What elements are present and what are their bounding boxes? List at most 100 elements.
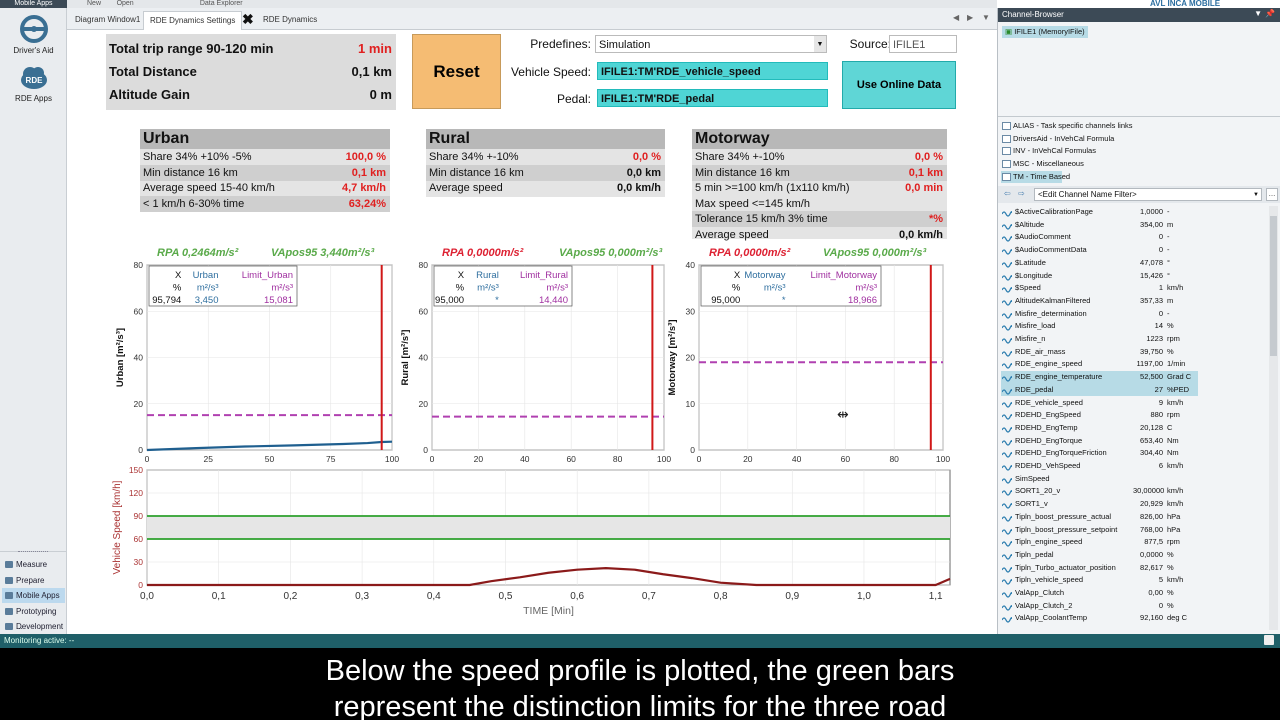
channel-item[interactable]: $Latitude 47,078 °	[1001, 257, 1198, 270]
motorway-stat-label: Max speed <=145 km/h	[695, 197, 810, 210]
forward-arrow-icon[interactable]: ⇨	[1018, 189, 1025, 198]
channel-item[interactable]: Tipln_pedal 0,0000%	[1001, 549, 1198, 562]
predefines-label: Predefines:	[530, 37, 591, 51]
channel-name: Tipln_engine_speed	[1015, 537, 1083, 547]
tab-list-icon[interactable]: ▼	[982, 13, 990, 22]
urban-stat-row: Min distance 16 km 0,1 km	[140, 164, 390, 181]
chevron-down-icon[interactable]: ▼	[814, 36, 826, 52]
channel-item[interactable]: $ActiveCalibrationPage 1,0000-	[1001, 206, 1198, 219]
channel-item[interactable]: RDEHD_EngSpeed 880 rpm	[1001, 409, 1198, 422]
urban-stat-label: Average speed 15-40 km/h	[143, 182, 275, 194]
channel-item[interactable]: ValApp_Clutch_2 0%	[1001, 600, 1198, 613]
channel-item[interactable]: ValApp_Clutch 0,00%	[1001, 587, 1198, 600]
group-folder-icon	[1002, 122, 1011, 130]
channel-item[interactable]: ValApp_CoolantTemp 92,160 deg C	[1001, 612, 1198, 625]
motorway-stat-row: Max speed <=145 km/h	[692, 196, 947, 212]
motorway-stat-label: 5 min >=100 km/h (1x110 km/h)	[695, 182, 850, 194]
use-online-data-button[interactable]: Use Online Data	[842, 61, 956, 109]
channel-item[interactable]: $Altitude 354,00 m	[1001, 219, 1198, 232]
tab-prev-icon[interactable]: ◀	[953, 13, 960, 22]
drivers-aid-app[interactable]: Driver's Aid	[0, 14, 67, 55]
channel-filter-input[interactable]: <Edit Channel Name Filter> ▼	[1034, 188, 1262, 201]
motorway-title: Motorway	[692, 129, 947, 149]
tab-rde-dynamics[interactable]: RDE Dynamics	[263, 15, 318, 24]
channel-item[interactable]: $Speed 1 km/h	[1001, 282, 1198, 295]
channel-group-item[interactable]: INV - InVehCal Formulas	[1001, 145, 1096, 158]
urban-stat-label: Min distance 16 km	[143, 166, 238, 179]
channel-item[interactable]: Tipln_engine_speed 877,5 rpm	[1001, 536, 1198, 549]
channel-scrollbar[interactable]	[1269, 206, 1278, 630]
predefines-dropdown[interactable]: Simulation ▼	[595, 35, 827, 53]
toolbar-open[interactable]: Open	[116, 0, 134, 7]
signal-wave-icon	[1001, 260, 1013, 268]
channel-item[interactable]: AltitudeKalmanFiltered 357,33 m	[1001, 295, 1198, 308]
toolbar-data-explorer[interactable]: Data Explorer	[199, 0, 243, 7]
pedal-channel-field[interactable]: IFILE1:TM'RDE_pedal	[597, 89, 828, 107]
back-arrow-icon[interactable]: ⇦	[1004, 189, 1011, 198]
signal-wave-icon	[1001, 336, 1013, 344]
tab-close-icon[interactable]: ✖	[242, 11, 254, 27]
tab-next-icon[interactable]: ▶	[967, 13, 974, 22]
panel-dropdown-icon[interactable]: ▼	[1254, 9, 1262, 18]
rural-legend: X%95,000Ruralm²/s³*Limit_Ruralm²/s³14,44…	[433, 265, 573, 307]
tab-diagram-window1[interactable]: Diagram Window1	[75, 15, 141, 24]
channel-item[interactable]: RDE_air_mass 39,750%	[1001, 346, 1198, 359]
channel-item[interactable]: Tipln_vehicle_speed 5 km/h	[1001, 574, 1198, 587]
channel-group-item[interactable]: ALIAS - Task specific channels links	[1001, 120, 1133, 133]
signal-wave-icon	[1001, 412, 1013, 420]
motorway-stat-value: 0,0 min	[905, 182, 943, 194]
channel-item[interactable]: SORT1_20_v 30,00000 km/h	[1001, 485, 1198, 498]
channel-item[interactable]: RDEHD_EngTorqueFriction 304,40 Nm	[1001, 447, 1198, 460]
channel-item[interactable]: $AudioCommentData 0-	[1001, 244, 1198, 257]
channel-item[interactable]: SORT1_v 20,929 km/h	[1001, 498, 1198, 511]
status-indicator-icon[interactable]	[1264, 635, 1274, 645]
channel-name: Misfire_n	[1015, 334, 1046, 343]
channel-group-item[interactable]: MSC - Miscellaneous	[1001, 158, 1084, 171]
channel-item[interactable]: Tipln_Turbo_actuator_position 82,617%	[1001, 562, 1198, 575]
signal-wave-icon	[1001, 438, 1013, 446]
toolbar-new[interactable]: New	[87, 0, 102, 7]
source-field[interactable]: IFILE1	[889, 35, 957, 53]
file-icon: ▣	[1005, 27, 1013, 36]
channel-item[interactable]: $Longitude 15,426 °	[1001, 270, 1198, 283]
file-node[interactable]: ▣ IFILE1 (MemoryIFile)	[1002, 26, 1088, 38]
nav-item[interactable]: Mobile Apps	[2, 588, 65, 603]
channel-group-label: ALIAS - Task specific channels links	[1013, 121, 1133, 130]
channel-item[interactable]: Tipln_boost_pressure_setpoint 768,00 hPa	[1001, 524, 1198, 537]
nav-item[interactable]: Development	[2, 619, 65, 634]
channel-item[interactable]: Tipln_boost_pressure_actual 826,00 hPa	[1001, 511, 1198, 524]
legend-cell: Motorway	[744, 270, 785, 281]
channel-item[interactable]: RDEHD_EngTemp 20,128 C	[1001, 422, 1198, 435]
nav-item[interactable]: Prototyping ...	[2, 604, 65, 631]
channel-item[interactable]: RDE_engine_temperature 52,500 Grad C	[1001, 371, 1198, 384]
panel-pin-icon[interactable]: 📌	[1265, 9, 1275, 18]
channel-unit: km/h	[1167, 461, 1184, 470]
channel-item[interactable]: RDE_vehicle_speed 9 km/h	[1001, 397, 1198, 410]
channel-item[interactable]: Misfire_n 1223 rpm	[1001, 333, 1198, 346]
channel-group-item[interactable]: TM - Time Based	[1001, 170, 1070, 184]
scrollbar-thumb[interactable]	[1270, 216, 1277, 356]
filter-chevron-icon[interactable]: ▼	[1253, 192, 1259, 198]
summary-value: 0 m	[369, 87, 392, 102]
panel-grip[interactable]	[18, 551, 48, 554]
steering-wheel-icon	[19, 15, 48, 43]
channel-item[interactable]: SimSpeed	[1001, 473, 1198, 486]
filter-options-button[interactable]: …	[1266, 188, 1278, 201]
y-tick-label: 150	[129, 465, 143, 475]
channel-item[interactable]: $AudioComment 0-	[1001, 231, 1198, 244]
channel-group-item[interactable]: DriversAid - InVehCal Formula	[1001, 133, 1114, 146]
channel-item[interactable]: RDEHD_EngTorque 653,40 Nm	[1001, 435, 1198, 448]
channel-item[interactable]: Misfire_load 14%	[1001, 320, 1198, 333]
channel-item[interactable]: RDE_pedal 27 %PED	[1001, 383, 1198, 397]
vehicle-speed-channel-field[interactable]: IFILE1:TM'RDE_vehicle_speed	[597, 62, 828, 80]
channel-name: RDE_vehicle_speed	[1015, 397, 1083, 407]
nav-item[interactable]: Prepare	[2, 573, 65, 588]
rde-apps-app[interactable]: RDE RDE Apps	[0, 62, 67, 103]
tab-rde-dynamics-settings[interactable]: RDE Dynamics Settings	[143, 11, 243, 30]
channel-item[interactable]: Misfire_determination 0-	[1001, 308, 1198, 321]
reset-button[interactable]: Reset	[412, 34, 501, 109]
nav-item[interactable]: Measure	[2, 557, 65, 572]
channel-unit: %	[1167, 600, 1174, 610]
channel-item[interactable]: RDEHD_VehSpeed 6 km/h	[1001, 460, 1198, 473]
channel-item[interactable]: RDE_engine_speed 1197,00 1/min	[1001, 358, 1198, 371]
